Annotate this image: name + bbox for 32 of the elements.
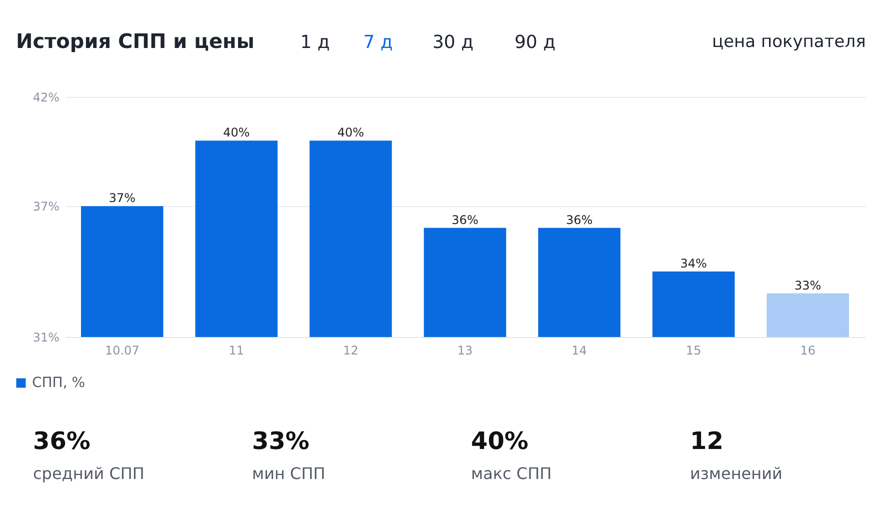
y-tick-label: 37% xyxy=(32,200,60,214)
text: 1 д xyxy=(300,32,330,53)
x-tick-label: 13 xyxy=(457,344,473,358)
text: 12 xyxy=(690,427,724,455)
text: 40% xyxy=(471,427,528,455)
text: цена покупателя xyxy=(712,32,866,52)
x-tick-label: 14 xyxy=(572,344,587,358)
text: 40% xyxy=(223,126,250,140)
text: 37% xyxy=(108,191,136,206)
x-tick-label: 10.07 xyxy=(104,344,140,358)
y-tick-label: 31% xyxy=(32,330,60,344)
text: 30 д xyxy=(432,32,474,53)
x-tick-label: 12 xyxy=(343,344,358,358)
text: 7 д xyxy=(363,32,393,53)
x-tick-label: 11 xyxy=(228,344,244,358)
text: 34% xyxy=(680,256,707,271)
text: 36% xyxy=(33,427,90,455)
text: изменений xyxy=(690,464,782,483)
y-tick-label: 42% xyxy=(32,90,60,104)
chart-title: История СПП и цены xyxy=(16,29,254,53)
text: средний СПП xyxy=(33,464,144,483)
text: 33% xyxy=(794,278,822,292)
x-tick-label: 15 xyxy=(686,344,702,358)
legend-label: СПП, % xyxy=(32,375,86,391)
x-tick-label: 16 xyxy=(800,344,816,358)
text: мин СПП xyxy=(252,464,326,483)
text: 33% xyxy=(252,427,310,455)
text: 36% xyxy=(452,212,478,227)
text: 36% xyxy=(566,212,593,227)
text: 90 д xyxy=(514,32,556,53)
text: макс СПП xyxy=(471,464,552,483)
text: 40% xyxy=(337,126,364,140)
